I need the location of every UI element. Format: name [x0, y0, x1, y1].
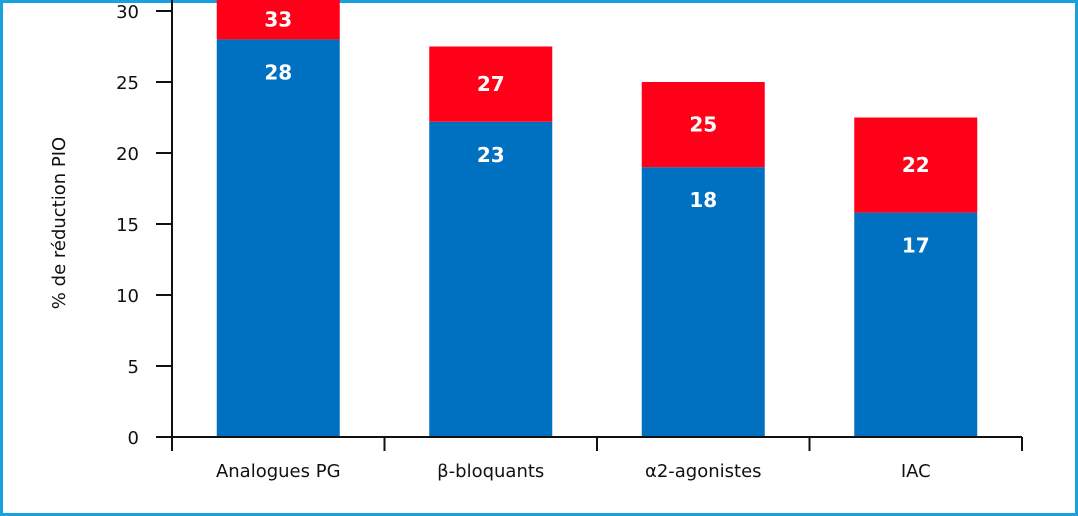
category-label-3: IAC: [901, 461, 931, 482]
y-tick-label-0: 0: [128, 428, 139, 449]
bar-segment-red-2: [641, 82, 765, 168]
bar-segment-blue-3: [854, 212, 978, 437]
value-label-blue-0: 28: [264, 60, 292, 84]
y-tick-label-25: 25: [116, 73, 139, 94]
category-label-2: α2-agonistes: [645, 461, 762, 482]
category-label-1: β-bloquants: [437, 461, 544, 482]
value-label-red-0: 33: [264, 8, 292, 32]
bar-segment-red-3: [854, 117, 978, 213]
y-tick-label-10: 10: [116, 286, 139, 307]
y-axis-title: % de réduction PIO: [49, 137, 70, 309]
category-label-0: Analogues PG: [216, 461, 341, 482]
bar-segment-blue-2: [641, 167, 765, 437]
value-label-blue-3: 17: [902, 234, 930, 258]
bar-segment-blue-1: [429, 121, 553, 437]
bar-segment-red-0: [216, 0, 340, 40]
bar-segment-red-1: [429, 46, 553, 122]
y-tick-label-20: 20: [116, 144, 139, 165]
y-tick-label-5: 5: [128, 357, 139, 378]
value-label-red-2: 25: [689, 113, 717, 137]
value-label-blue-1: 23: [477, 143, 505, 167]
y-tick-label-15: 15: [116, 215, 139, 236]
value-label-red-1: 27: [477, 72, 505, 96]
bar-segment-blue-0: [216, 39, 340, 438]
value-label-blue-2: 18: [689, 188, 717, 212]
y-tick-label-30: 30: [116, 2, 139, 23]
value-label-red-3: 22: [902, 153, 930, 177]
